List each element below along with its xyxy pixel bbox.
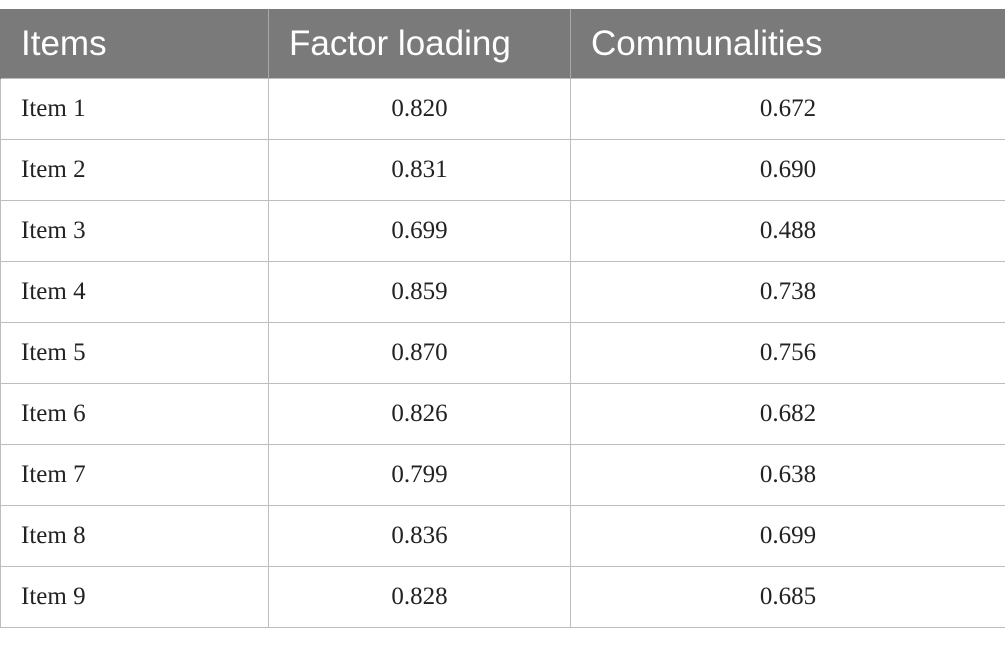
communalities-cell: 0.638 <box>570 444 1005 506</box>
factor-loading-cell: 0.859 <box>268 261 571 323</box>
header-row: Items Factor loading Communalities <box>0 9 1005 79</box>
table-row: Item 5 0.870 0.756 <box>0 322 1005 384</box>
factor-loading-cell: 0.826 <box>268 383 571 445</box>
table-header: Items Factor loading Communalities <box>0 9 1005 79</box>
communalities-cell: 0.699 <box>570 505 1005 567</box>
communalities-cell: 0.685 <box>570 566 1005 628</box>
item-cell: Item 1 <box>0 78 269 140</box>
communalities-cell: 0.738 <box>570 261 1005 323</box>
table-row: Item 6 0.826 0.682 <box>0 383 1005 445</box>
factor-loading-cell: 0.828 <box>268 566 571 628</box>
table-row: Item 8 0.836 0.699 <box>0 505 1005 567</box>
factor-loading-cell: 0.831 <box>268 139 571 201</box>
factor-loading-cell: 0.699 <box>268 200 571 262</box>
factor-loading-table-container: Items Factor loading Communalities Item … <box>0 9 1005 628</box>
item-cell: Item 4 <box>0 261 269 323</box>
item-cell: Item 3 <box>0 200 269 262</box>
factor-loading-cell: 0.799 <box>268 444 571 506</box>
item-cell: Item 9 <box>0 566 269 628</box>
communalities-cell: 0.682 <box>570 383 1005 445</box>
communalities-cell: 0.756 <box>570 322 1005 384</box>
header-items: Items <box>0 9 269 79</box>
factor-loading-cell: 0.870 <box>268 322 571 384</box>
table-row: Item 2 0.831 0.690 <box>0 139 1005 201</box>
table-row: Item 4 0.859 0.738 <box>0 261 1005 323</box>
item-cell: Item 6 <box>0 383 269 445</box>
communalities-cell: 0.672 <box>570 78 1005 140</box>
item-cell: Item 5 <box>0 322 269 384</box>
item-cell: Item 7 <box>0 444 269 506</box>
factor-loading-cell: 0.836 <box>268 505 571 567</box>
table-row: Item 7 0.799 0.638 <box>0 444 1005 506</box>
header-communalities: Communalities <box>570 9 1005 79</box>
communalities-cell: 0.488 <box>570 200 1005 262</box>
header-factor-loading: Factor loading <box>268 9 571 79</box>
item-cell: Item 8 <box>0 505 269 567</box>
item-cell: Item 2 <box>0 139 269 201</box>
table-row: Item 1 0.820 0.672 <box>0 78 1005 140</box>
table-body: Item 1 0.820 0.672 Item 2 0.831 0.690 It… <box>0 78 1005 628</box>
table-row: Item 3 0.699 0.488 <box>0 200 1005 262</box>
factor-loading-table: Items Factor loading Communalities Item … <box>0 9 1005 628</box>
communalities-cell: 0.690 <box>570 139 1005 201</box>
factor-loading-cell: 0.820 <box>268 78 571 140</box>
table-row: Item 9 0.828 0.685 <box>0 566 1005 628</box>
